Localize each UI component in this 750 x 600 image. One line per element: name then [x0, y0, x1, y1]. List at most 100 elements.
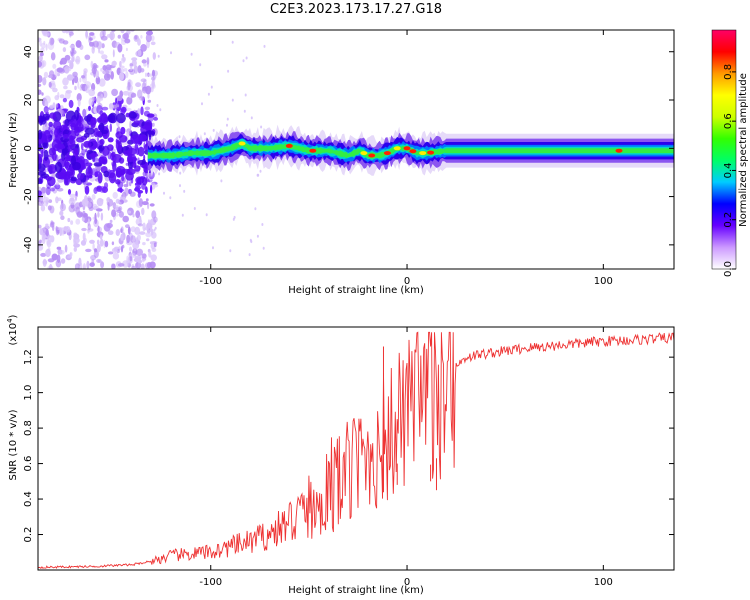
noise-speck: [81, 217, 85, 222]
noise-cluster: [71, 155, 76, 167]
noise-speck: [85, 108, 89, 112]
noise-cluster: [118, 135, 128, 143]
noise-speck: [141, 201, 149, 206]
noise-cluster: [65, 110, 76, 122]
noise-speck: [117, 43, 123, 53]
noise-speck: [137, 38, 141, 46]
noise-speck: [127, 81, 131, 91]
noise-speck: [48, 199, 53, 204]
ridge-hotspot: [615, 148, 623, 153]
noise-speck: [68, 204, 76, 213]
noise-speck: [84, 185, 90, 195]
noise-speck: [133, 247, 137, 252]
noise-speck: [141, 59, 147, 64]
noise-speck: [137, 65, 142, 74]
noise-speck: [69, 252, 73, 257]
noise-speck: [133, 65, 139, 74]
noise-speck: [141, 96, 145, 102]
noise-cluster: [95, 131, 103, 137]
noise-speck: [91, 34, 96, 40]
noise-speck: [129, 246, 132, 252]
noise-cluster: [133, 120, 140, 126]
noise-cluster: [67, 144, 73, 152]
noise-speck: [95, 65, 99, 69]
noise-speck: [62, 40, 69, 45]
noise-speck: [69, 45, 76, 49]
noise-speck: [93, 69, 96, 78]
noise-speck: [120, 233, 124, 241]
noise-cluster: [108, 112, 118, 124]
noise-speck: [153, 242, 157, 248]
noise-speck: [76, 211, 84, 218]
noise-speck: [50, 52, 56, 61]
noise-speck: [47, 265, 54, 269]
noise-speck: [41, 193, 44, 197]
noise-speck: [140, 44, 147, 52]
noise-cluster: [128, 111, 138, 119]
noise-speck: [41, 60, 47, 68]
snr-ylabel: SNR (10 * v/v): [8, 409, 19, 480]
noise-speck: [45, 43, 48, 51]
noise-speck: [58, 68, 65, 74]
noise-speck: [95, 208, 103, 212]
noise-speck: [65, 89, 73, 94]
noise-speck: [123, 68, 128, 72]
noise-speck: [137, 89, 143, 99]
noise-speck: [82, 263, 86, 269]
ridge-hotspot: [383, 151, 391, 156]
colorbar-bar: [711, 29, 737, 270]
noise-speck: [131, 57, 138, 61]
snr-scale-base: (x10: [8, 323, 19, 346]
noise-speck: [125, 71, 129, 79]
sparse-speck: [260, 125, 263, 129]
noise-speck: [147, 93, 150, 99]
noise-speck: [89, 32, 95, 36]
noise-speck: [89, 41, 94, 47]
noise-speck: [84, 197, 88, 202]
sparse-speck: [245, 56, 248, 60]
noise-cluster: [118, 157, 125, 164]
spectrogram-ytick-label: 0: [23, 145, 34, 151]
noise-speck: [40, 204, 46, 212]
noise-speck: [49, 104, 55, 109]
ridge-hotspot: [238, 141, 246, 146]
noise-speck: [115, 198, 120, 204]
noise-speck: [111, 263, 116, 269]
noise-speck: [149, 203, 155, 207]
noise-speck: [99, 238, 104, 247]
noise-speck: [96, 185, 103, 192]
noise-cluster: [98, 156, 105, 164]
noise-speck: [84, 54, 91, 61]
noise-speck: [117, 126, 121, 133]
noise-speck: [59, 250, 65, 255]
noise-speck: [145, 33, 152, 43]
noise-speck: [49, 205, 55, 214]
noise-speck: [120, 226, 124, 234]
noise-cluster: [64, 173, 71, 186]
noise-speck: [69, 193, 77, 198]
snr-ytick-label: 0.4: [23, 491, 34, 507]
noise-speck: [61, 30, 68, 34]
noise-speck: [137, 49, 142, 57]
noise-speck: [100, 261, 105, 269]
noise-cluster: [43, 129, 51, 139]
spectrogram-xtick-label: -100: [199, 276, 222, 287]
spectrogram-ytick-label: 40: [23, 45, 34, 58]
noise-speck: [141, 253, 147, 259]
sparse-speck: [220, 179, 223, 183]
noise-speck: [126, 131, 130, 138]
noise-speck: [149, 83, 156, 90]
noise-speck: [100, 35, 108, 41]
noise-speck: [135, 185, 141, 190]
noise-speck: [43, 71, 49, 79]
noise-cluster: [75, 126, 85, 132]
noise-speck: [67, 67, 72, 72]
noise-speck: [107, 230, 114, 235]
noise-speck: [119, 65, 125, 69]
noise-cluster: [90, 117, 97, 125]
sparse-speck: [256, 173, 259, 177]
noise-speck: [122, 54, 125, 58]
noise-speck: [75, 264, 78, 269]
noise-speck: [117, 34, 122, 39]
